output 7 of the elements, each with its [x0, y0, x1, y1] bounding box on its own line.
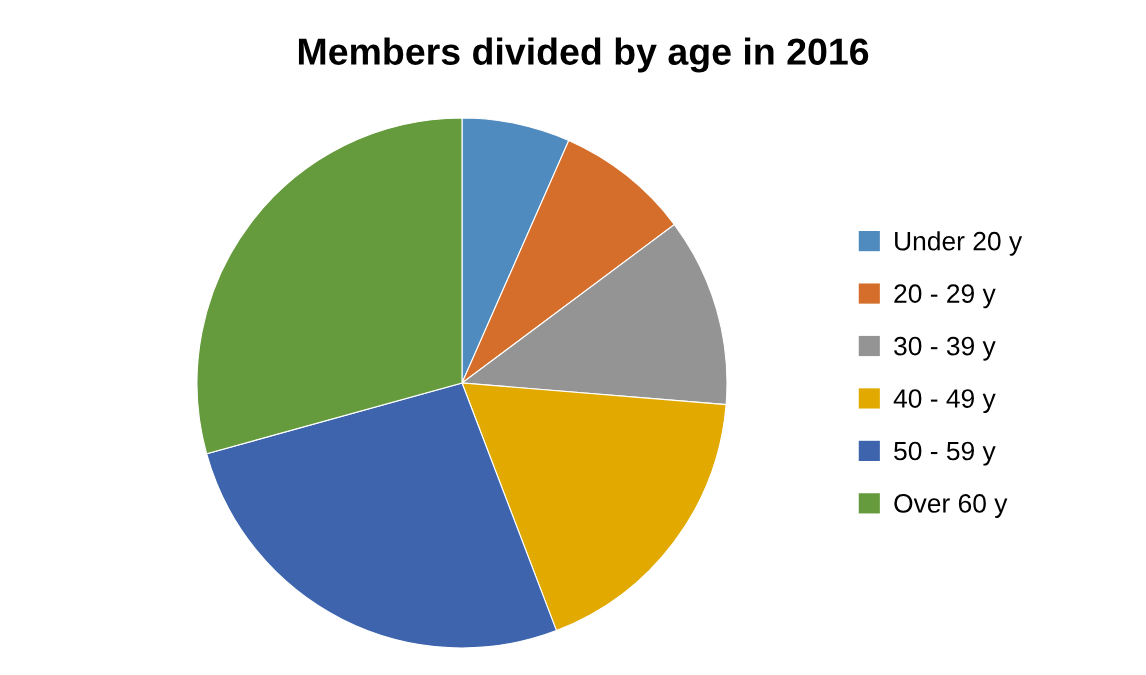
legend-label: Over 60 y — [894, 494, 1008, 518]
legend-label: 40 - 49 y — [893, 389, 996, 414]
chart-title: Members divided by age in 2016 — [298, 37, 869, 73]
legend-label: 30 - 39 y — [894, 336, 996, 361]
legend-label: 50 - 59 y — [894, 441, 996, 466]
legend-label: 20 - 29 y — [894, 284, 996, 309]
legend-label: Under 20 y — [895, 231, 1023, 256]
